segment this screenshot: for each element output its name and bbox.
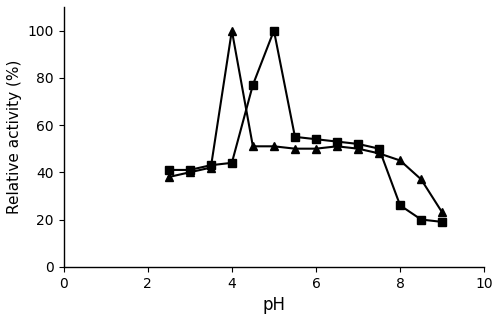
Y-axis label: Relative activity (%): Relative activity (%)	[7, 60, 22, 214]
X-axis label: pH: pH	[262, 296, 285, 314]
